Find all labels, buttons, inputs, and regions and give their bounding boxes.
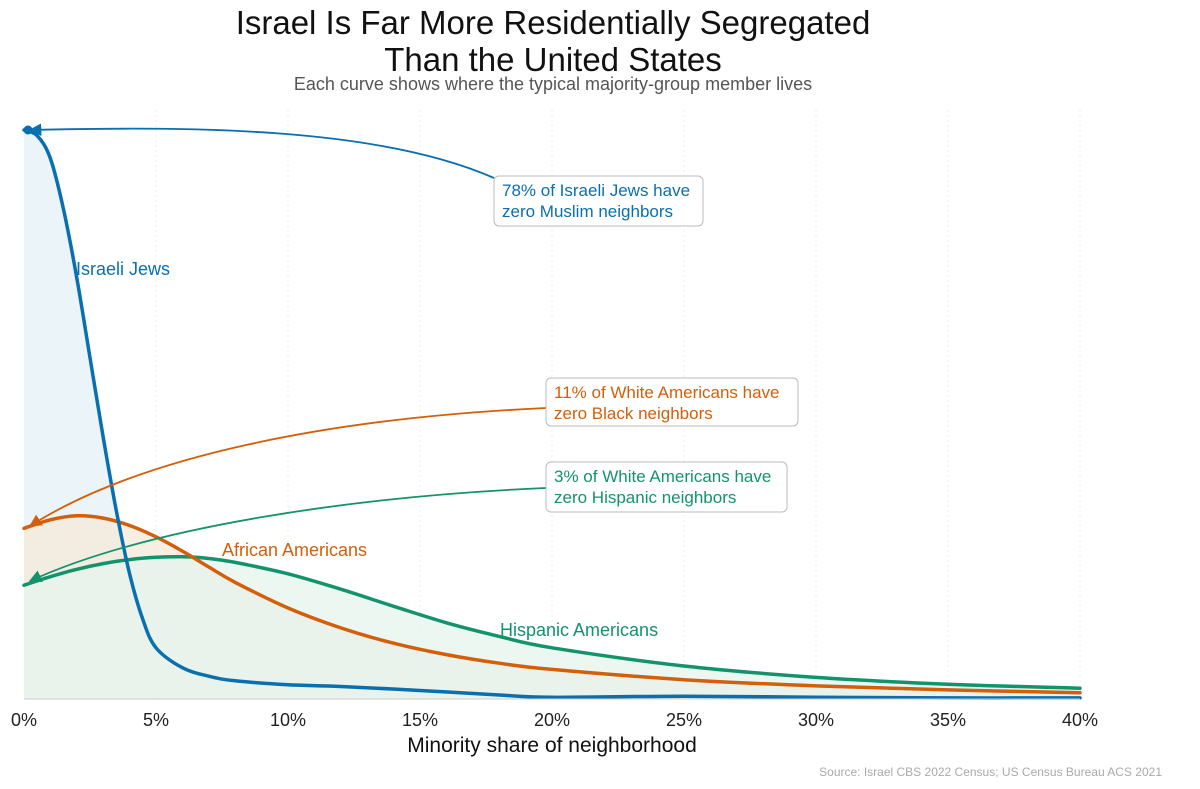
annotation-arrow — [28, 487, 547, 583]
annotation-box — [493, 175, 704, 227]
annotation-line-2: zero Muslim neighbors — [502, 202, 673, 221]
x-tick-label: 5% — [143, 710, 169, 730]
annotation-box — [545, 377, 799, 427]
annotation-line-2: zero Hispanic neighbors — [554, 488, 736, 507]
series-lines — [22, 125, 1082, 700]
series-line — [22, 128, 1082, 700]
series-label-hispanic-americans: Hispanic Americans — [500, 620, 658, 640]
annotation-line-1: 11% of White Americans have — [554, 383, 780, 402]
annotation-line-2: zero Black neighbors — [554, 404, 713, 423]
chart-title: Israel Is Far More Residentially Segrega… — [0, 4, 1106, 78]
area-fills — [24, 130, 1080, 699]
x-tick-label: 30% — [798, 710, 834, 730]
series-line — [22, 513, 1082, 695]
x-axis-label: Minority share of neighborhood — [407, 734, 697, 757]
x-tick-label: 0% — [11, 710, 37, 730]
x-tick-label: 40% — [1062, 710, 1098, 730]
annotation-box — [545, 461, 788, 513]
x-tick-label: 15% — [402, 710, 438, 730]
series-label-african-americans: African Americans — [222, 540, 367, 560]
series-line — [22, 554, 1082, 690]
annotation-line-1: 78% of Israeli Jews have — [502, 181, 690, 200]
x-axis: 0% 5% 10% 15% 20% 25% 30% 35% 40% — [11, 698, 1098, 730]
x-tick-label: 20% — [534, 710, 570, 730]
x-tick-label: 10% — [270, 710, 306, 730]
title-line-1: Israel Is Far More Residentially Segrega… — [235, 4, 871, 41]
annotations: 78% of Israeli Jews have zero Muslim neig… — [28, 123, 799, 583]
series-label-israeli-jews: Israeli Jews — [76, 259, 170, 279]
title-line-2: Than the United States — [384, 41, 722, 78]
x-tick-label: 35% — [930, 710, 966, 730]
x-tick-label: 25% — [666, 710, 702, 730]
chart-subtitle: Each curve shows where the typical major… — [293, 74, 813, 94]
source-note: Source: Israel CBS 2022 Census; US Censu… — [819, 765, 1162, 779]
annotation-arrow — [28, 407, 547, 527]
annotation-arrow — [28, 123, 495, 179]
area-fill — [24, 556, 1080, 699]
annotation-line-1: 3% of White Americans have — [554, 467, 771, 486]
